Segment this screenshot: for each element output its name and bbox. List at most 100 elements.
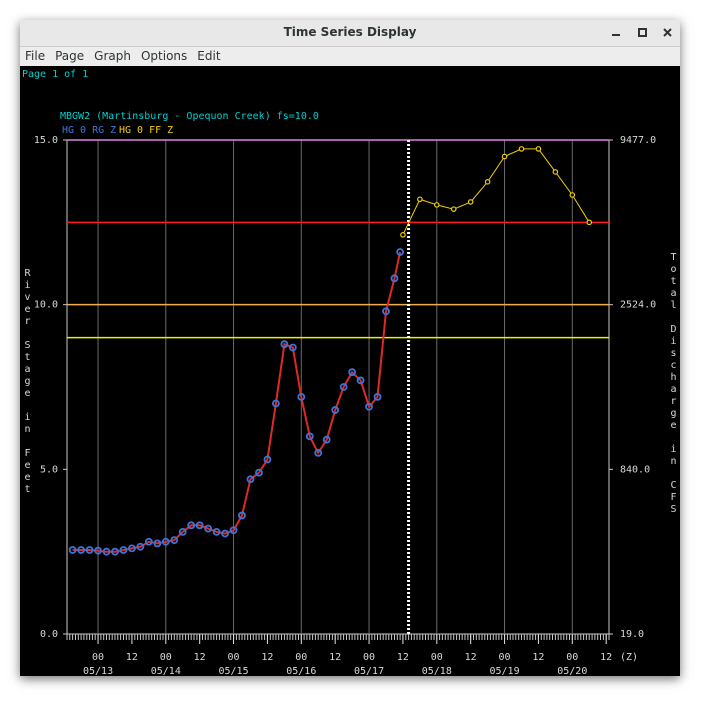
data-point (136, 542, 145, 551)
maximize-button[interactable] (638, 28, 647, 37)
data-point (77, 546, 86, 554)
data-point (501, 153, 508, 160)
data-point (373, 392, 382, 401)
data-point (238, 511, 246, 520)
y2-tick-label: 19.0 (620, 629, 644, 640)
data-point (348, 368, 357, 377)
window: Time Series Display File Page Graph Options… (20, 20, 680, 676)
series-line (72, 251, 402, 553)
x-tick-label: 12 (329, 652, 341, 663)
legend-entry: HG 0 FF Z (119, 125, 173, 136)
data-point (535, 146, 542, 152)
x-tick-label: 00 (499, 652, 511, 663)
data-point (288, 343, 297, 352)
y2-tick-label: 2524.0 (620, 300, 656, 311)
x-tick-label: 00 (228, 652, 240, 663)
x-tick-label: 00 (566, 652, 578, 663)
data-point (246, 475, 255, 484)
y-axis-label: River Stage in Feet (22, 268, 33, 496)
x-tick-label: 00 (160, 652, 172, 663)
data-point (170, 536, 179, 545)
close-button[interactable] (663, 28, 672, 37)
data-point (204, 524, 213, 533)
data-point (331, 406, 340, 414)
title-bar: Time Series Display (20, 20, 680, 47)
x-date-label: 05/20 (557, 666, 587, 677)
menu-item[interactable]: Edit (197, 49, 221, 63)
data-point (297, 392, 306, 401)
x-date-label: 05/19 (489, 666, 519, 677)
data-point (128, 544, 136, 553)
y-tick-label: 15.0 (34, 135, 58, 146)
data-point (119, 546, 128, 554)
data-point (153, 539, 162, 548)
data-point (467, 199, 474, 205)
data-point (212, 528, 221, 536)
data-point (586, 219, 593, 226)
chart-title: MBGW2 (Martinsburg - Opequon Creek) fs=1… (60, 111, 319, 122)
data-point (417, 196, 423, 203)
x-date-label: 05/17 (354, 666, 384, 677)
data-point (396, 248, 405, 256)
x-date-label: 05/14 (151, 666, 181, 677)
x-tick-label: 12 (532, 652, 544, 663)
data-point (434, 202, 440, 208)
y2-tick-label: 9477.0 (620, 135, 656, 146)
data-point (280, 340, 289, 349)
menu-item[interactable]: Page (55, 49, 85, 63)
data-point (314, 448, 323, 457)
data-point (102, 547, 111, 556)
data-point (187, 521, 196, 530)
x-tick-label: 12 (261, 652, 273, 663)
x-tick-label: 12 (126, 652, 138, 663)
data-point (221, 529, 229, 538)
data-point (552, 169, 559, 175)
x-date-label: 05/15 (218, 666, 248, 677)
data-point (94, 546, 102, 555)
data-point (144, 537, 153, 546)
x-tick-label: 12 (600, 652, 612, 663)
data-point (382, 307, 390, 316)
page-label: Page 1 of 1 (22, 69, 88, 80)
y-tick-label: 0.0 (40, 629, 58, 640)
x-date-label: 05/16 (286, 666, 316, 677)
data-point (263, 455, 272, 464)
data-point (322, 435, 331, 444)
data-point (305, 432, 314, 441)
data-point (569, 192, 576, 198)
data-point (195, 521, 204, 530)
menu-item[interactable]: Graph (94, 49, 131, 63)
data-point (518, 146, 525, 152)
menu-item[interactable]: File (25, 49, 46, 63)
data-point (365, 402, 373, 411)
data-point (450, 206, 457, 212)
data-point (339, 383, 348, 391)
data-point (271, 399, 280, 408)
x-tick-label: 00 (295, 652, 307, 663)
x-tick-label: 12 (397, 652, 409, 663)
x-tick-label: 12 (465, 652, 477, 663)
y2-tick-label: 840.0 (620, 464, 650, 475)
data-point (161, 537, 170, 546)
x-date-label: 05/18 (422, 666, 452, 677)
y-tick-label: 5.0 (40, 464, 58, 475)
data-point (484, 179, 491, 185)
x-tick-label: 00 (363, 652, 375, 663)
data-point (68, 546, 77, 554)
x-tick-label: 00 (92, 652, 104, 663)
data-point (255, 468, 263, 477)
legend-entry: HG 0 RG Z (62, 125, 116, 136)
x-unit-label: (Z) (620, 652, 638, 663)
data-point (400, 232, 406, 238)
x-tick-label: 12 (194, 652, 206, 663)
series-line (402, 148, 590, 236)
window-controls (612, 28, 672, 37)
minor-ticks (66, 634, 610, 640)
y2-axis-label: Total Discharge in CFS (668, 252, 679, 516)
menu-item[interactable]: Options (140, 49, 188, 63)
data-point (356, 376, 365, 385)
data-point (178, 528, 187, 536)
x-tick-label: 00 (431, 652, 443, 663)
